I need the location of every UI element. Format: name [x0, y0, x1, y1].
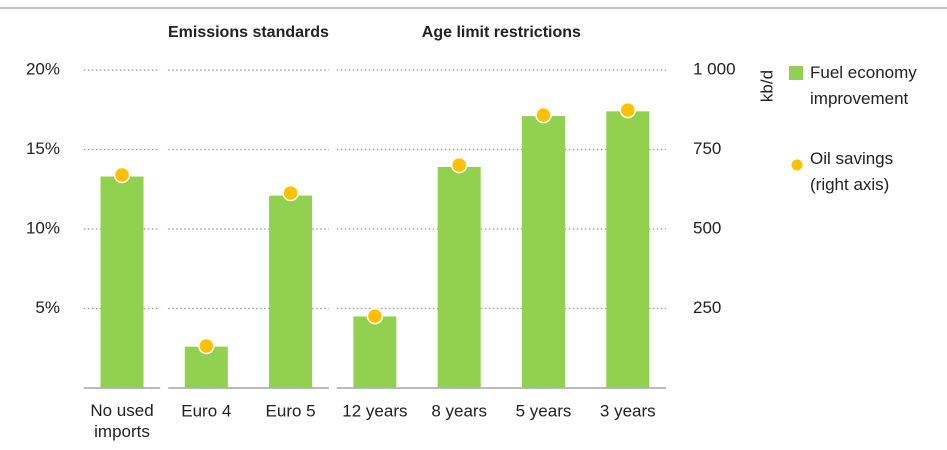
bar — [606, 111, 650, 388]
y-tick-label: 5% — [35, 298, 60, 317]
y-tick-label: 10% — [26, 218, 60, 237]
y2-axis-label: kb/d — [757, 70, 776, 102]
bar — [269, 195, 313, 388]
bar — [522, 116, 565, 389]
group-label: Emissions standards — [168, 24, 329, 41]
x-tick-label: No used imports — [90, 401, 153, 441]
legend-swatch — [789, 66, 803, 80]
legend-swatch — [791, 159, 803, 171]
legend-label: Fuel economy improvement — [810, 63, 917, 108]
oil-savings-dot — [619, 101, 637, 119]
oil-savings-dot — [282, 184, 299, 202]
bar — [437, 166, 481, 388]
y-tick-label: 20% — [26, 59, 60, 78]
y2-tick-label: 250 — [693, 298, 721, 317]
y2-tick-label: 750 — [693, 139, 721, 158]
legend-label: Oil savings (right axis) — [810, 149, 893, 194]
x-tick-label: 3 years — [600, 401, 656, 420]
x-tick-label: Euro 4 — [181, 401, 231, 420]
oil-savings-dot — [450, 156, 468, 174]
x-tick-label: 12 years — [342, 401, 407, 420]
oil-savings-dot — [366, 307, 384, 325]
x-tick-label: 5 years — [516, 401, 572, 420]
bar — [100, 176, 144, 388]
oil-savings-dot — [113, 166, 131, 184]
bar — [353, 316, 397, 388]
x-tick-label: 8 years — [431, 401, 487, 420]
group-label: Age limit restrictions — [422, 24, 581, 41]
oil-savings-dot — [198, 337, 215, 355]
y-tick-label: 15% — [26, 139, 60, 158]
y2-tick-label: 500 — [693, 218, 721, 237]
oil-savings-dot — [535, 106, 552, 124]
y2-tick-label: 1 000 — [693, 59, 736, 78]
x-tick-label: Euro 5 — [266, 401, 316, 420]
